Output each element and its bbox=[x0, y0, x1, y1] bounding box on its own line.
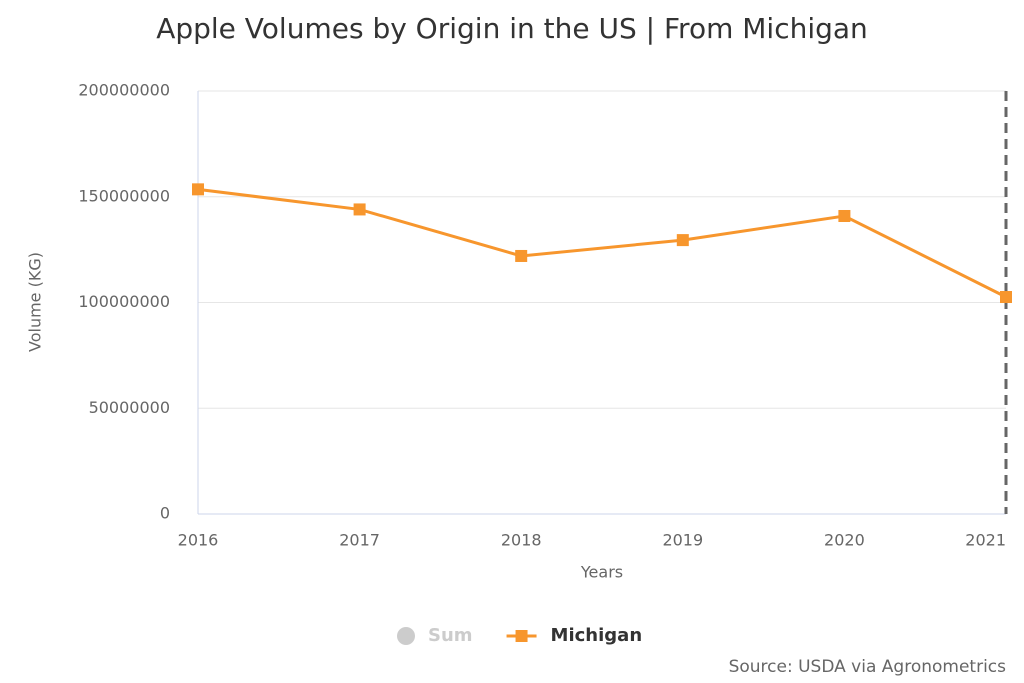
y-axis-title: Volume (KG) bbox=[26, 252, 45, 352]
point bbox=[676, 234, 689, 247]
y-tick-label: 50000000 bbox=[89, 398, 170, 417]
x-tick-label: 2017 bbox=[339, 531, 380, 550]
point bbox=[353, 203, 366, 216]
x-axis-title: Years bbox=[580, 563, 623, 582]
y-tick-label: 100000000 bbox=[78, 292, 170, 311]
point bbox=[1000, 291, 1012, 304]
point bbox=[192, 183, 204, 196]
chart-title: Apple Volumes by Origin in the US | From… bbox=[156, 12, 868, 45]
point bbox=[515, 249, 528, 262]
legend-label[interactable]: Michigan bbox=[551, 625, 643, 646]
y-tick-label: 0 bbox=[160, 504, 170, 523]
legend-symbol[interactable] bbox=[515, 630, 528, 642]
point bbox=[838, 209, 851, 222]
series-line bbox=[197, 187, 1007, 299]
x-tick-label: 2019 bbox=[662, 531, 703, 550]
x-tick-label: 2016 bbox=[178, 531, 219, 550]
y-tick-label: 150000000 bbox=[78, 186, 170, 205]
source: Source: USDA via Agronometrics bbox=[729, 657, 1007, 677]
y-tick-label: 200000000 bbox=[78, 81, 170, 100]
x-tick-label: 2018 bbox=[501, 531, 542, 550]
legend-symbol[interactable] bbox=[397, 627, 415, 645]
x-tick-label: 2020 bbox=[824, 531, 865, 550]
legend-label[interactable]: Sum bbox=[428, 625, 473, 646]
x-tick-label: 2021 bbox=[965, 531, 1006, 550]
